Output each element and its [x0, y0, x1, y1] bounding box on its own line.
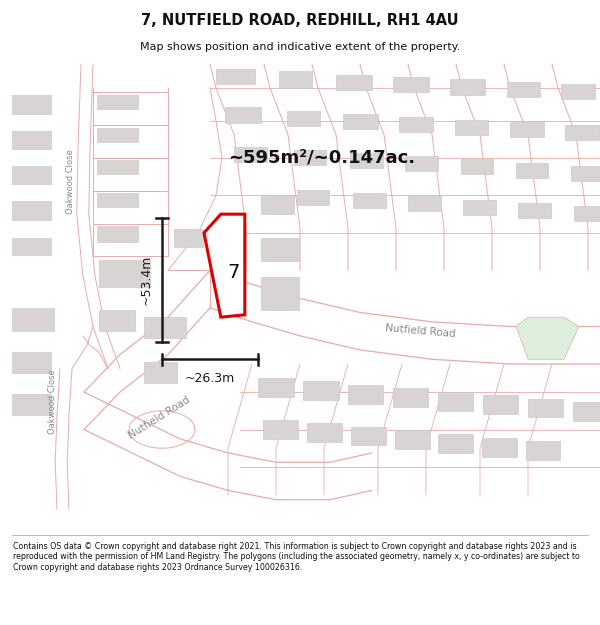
Polygon shape: [571, 166, 600, 181]
Polygon shape: [144, 317, 186, 338]
Polygon shape: [12, 308, 54, 331]
Polygon shape: [482, 438, 517, 457]
Polygon shape: [348, 385, 383, 404]
Text: ~26.3m: ~26.3m: [185, 372, 235, 386]
Text: Nutfield Road: Nutfield Road: [385, 323, 455, 339]
Polygon shape: [97, 127, 138, 142]
Polygon shape: [97, 95, 138, 109]
Polygon shape: [297, 190, 329, 205]
Polygon shape: [463, 199, 496, 214]
Text: 7: 7: [228, 263, 240, 282]
Polygon shape: [97, 226, 138, 242]
Polygon shape: [507, 82, 540, 97]
Polygon shape: [561, 84, 595, 99]
Polygon shape: [336, 74, 372, 90]
Polygon shape: [455, 119, 488, 134]
Polygon shape: [225, 107, 261, 123]
Polygon shape: [261, 238, 299, 261]
Polygon shape: [518, 203, 551, 218]
Polygon shape: [483, 396, 518, 414]
Polygon shape: [343, 114, 378, 129]
Polygon shape: [12, 238, 51, 256]
Polygon shape: [12, 394, 51, 416]
Polygon shape: [234, 147, 267, 162]
Polygon shape: [405, 156, 438, 171]
Polygon shape: [438, 434, 473, 453]
Polygon shape: [573, 402, 600, 421]
Polygon shape: [395, 431, 430, 449]
Polygon shape: [216, 69, 255, 84]
Text: ~53.4m: ~53.4m: [140, 254, 153, 305]
Polygon shape: [393, 77, 429, 92]
Text: 7, NUTFIELD ROAD, REDHILL, RH1 4AU: 7, NUTFIELD ROAD, REDHILL, RH1 4AU: [141, 13, 459, 28]
Polygon shape: [263, 420, 298, 439]
Polygon shape: [97, 161, 138, 174]
Text: Nutfield Road: Nutfield Road: [127, 395, 191, 441]
Polygon shape: [510, 122, 544, 138]
Text: ~595m²/~0.147ac.: ~595m²/~0.147ac.: [228, 149, 415, 167]
Polygon shape: [516, 162, 548, 177]
Polygon shape: [393, 388, 428, 407]
Polygon shape: [258, 378, 294, 397]
Polygon shape: [99, 310, 135, 331]
Polygon shape: [97, 193, 138, 207]
Polygon shape: [565, 125, 599, 140]
Polygon shape: [399, 117, 433, 132]
Text: Oakwood Close: Oakwood Close: [66, 149, 76, 214]
Polygon shape: [12, 131, 51, 149]
Polygon shape: [461, 159, 493, 174]
Polygon shape: [303, 381, 339, 400]
Polygon shape: [351, 427, 386, 446]
Polygon shape: [12, 201, 51, 220]
Polygon shape: [204, 214, 245, 317]
Polygon shape: [516, 317, 579, 359]
Polygon shape: [12, 166, 51, 184]
Polygon shape: [174, 229, 203, 247]
Polygon shape: [294, 150, 326, 165]
Polygon shape: [307, 423, 342, 442]
Polygon shape: [99, 260, 150, 287]
Polygon shape: [353, 193, 386, 208]
Polygon shape: [144, 362, 177, 382]
Polygon shape: [12, 352, 51, 373]
Polygon shape: [279, 71, 312, 88]
Polygon shape: [574, 206, 600, 221]
Polygon shape: [528, 399, 563, 418]
Polygon shape: [450, 79, 485, 95]
Polygon shape: [408, 196, 441, 211]
Polygon shape: [287, 111, 320, 126]
Text: Map shows position and indicative extent of the property.: Map shows position and indicative extent…: [140, 42, 460, 52]
Polygon shape: [350, 153, 383, 168]
Text: Oakwood Close: Oakwood Close: [48, 369, 58, 434]
Text: Contains OS data © Crown copyright and database right 2021. This information is : Contains OS data © Crown copyright and d…: [13, 542, 580, 571]
Polygon shape: [261, 278, 299, 310]
Polygon shape: [526, 441, 560, 460]
Polygon shape: [438, 392, 473, 411]
Polygon shape: [261, 196, 294, 214]
Polygon shape: [12, 95, 51, 114]
